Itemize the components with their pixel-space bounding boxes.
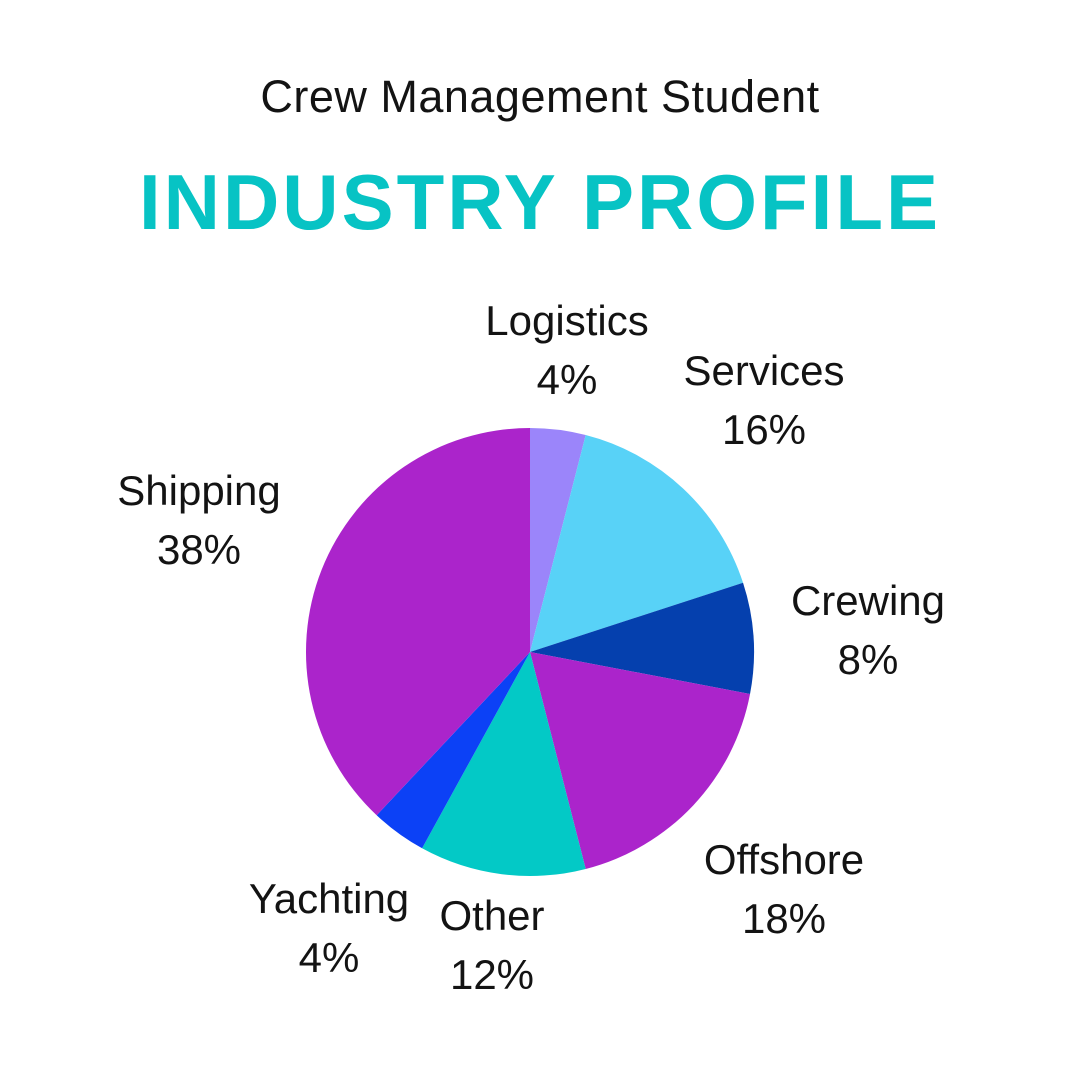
slice-name: Logistics: [485, 297, 649, 345]
pie-label-other: Other 12%: [439, 887, 544, 1005]
slice-percent: 18%: [741, 895, 827, 942]
poster-kicker: Crew Management Student: [260, 71, 820, 122]
slice-name: Shipping: [117, 467, 281, 515]
pie-slice-offshore: [530, 652, 751, 869]
pie-slice-yachting: [376, 652, 530, 849]
pie-label-shipping: Shipping 38%: [117, 462, 280, 580]
pie-label-logistics: Logistics 4%: [485, 292, 648, 410]
slice-name: Offshore: [703, 836, 865, 884]
pie-label-services: Services 16%: [683, 342, 844, 460]
slice-percent: 38%: [156, 526, 242, 573]
pie-slice-shipping: [305, 428, 530, 816]
pie-label-crewing: Crewing 8%: [791, 572, 945, 690]
pie-slice-logistics: [530, 428, 586, 652]
slice-name: Other: [439, 892, 545, 940]
slice-name: Yachting: [248, 875, 410, 923]
slice-percent: 12%: [449, 951, 535, 998]
pie-label-yachting: Yachting 4%: [249, 870, 409, 988]
slice-name: Services: [683, 347, 845, 395]
slice-percent: 4%: [298, 934, 360, 981]
pie-label-offshore: Offshore 18%: [704, 831, 864, 949]
slice-percent: 16%: [721, 406, 807, 453]
slice-percent: 8%: [837, 636, 899, 683]
pie-slice-crewing: [530, 582, 754, 694]
pie-slice-other: [422, 652, 586, 876]
pie-slice-services: [530, 435, 744, 652]
page-title: INDUSTRY PROFILE: [138, 158, 942, 246]
slice-name: Crewing: [790, 577, 946, 625]
slice-percent: 4%: [536, 356, 598, 403]
